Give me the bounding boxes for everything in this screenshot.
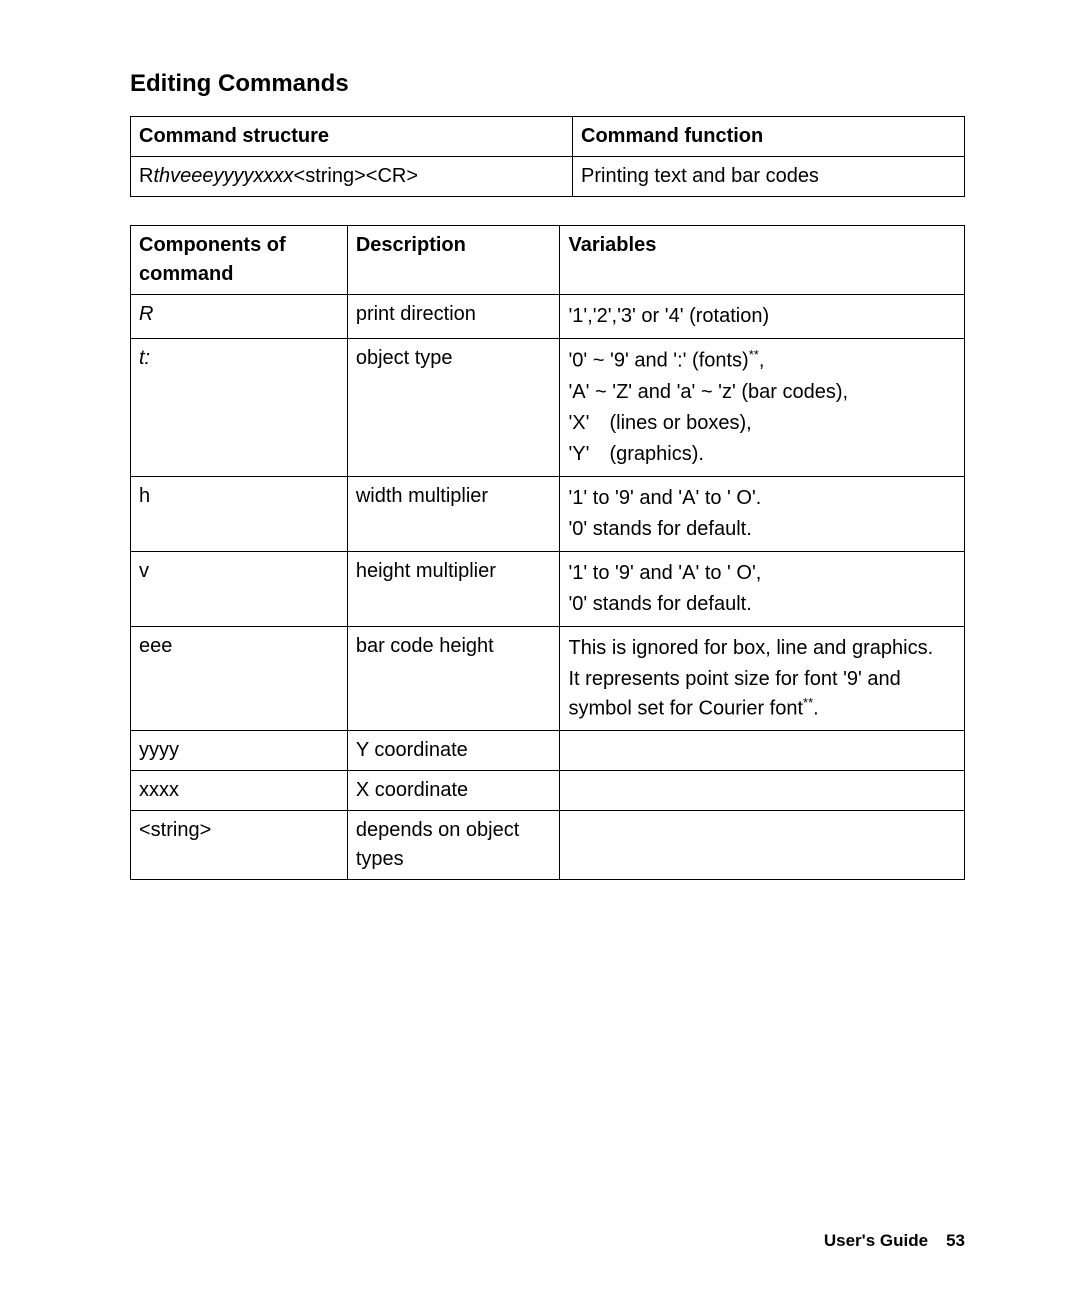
component-cell: <string>: [131, 811, 348, 880]
description-cell: width multiplier: [347, 476, 560, 551]
t1-header-function: Command function: [573, 117, 965, 157]
variable-line: '1' to '9' and 'A' to ' O',: [568, 559, 956, 588]
variable-line: '1','2','3' or '4' (rotation): [568, 302, 956, 331]
variables-cell: This is ignored for box, line and graphi…: [560, 626, 965, 731]
t2-header-variables: Variables: [560, 226, 965, 295]
variables-cell: '1','2','3' or '4' (rotation): [560, 295, 965, 339]
table-spacer: [130, 197, 965, 225]
variables-cell: '0' ~ '9' and ':' (fonts)**,'A' ~ 'Z' an…: [560, 339, 965, 477]
structure-suffix: <string><CR>: [294, 165, 419, 187]
description-cell: depends on object types: [347, 811, 560, 880]
variable-line: '0' stands for default.: [568, 515, 956, 544]
footer-label: User's Guide: [824, 1231, 928, 1250]
t1-cell-structure: Rthveeeyyyyxxxx<string><CR>: [131, 157, 573, 197]
section-heading: Editing Commands: [130, 70, 965, 98]
structure-prefix: R: [139, 165, 153, 187]
description-cell: print direction: [347, 295, 560, 339]
variable-line: 'Y' (graphics).: [568, 440, 956, 469]
variable-line: '0' ~ '9' and ':' (fonts)**,: [568, 346, 956, 376]
t1-header-structure: Command structure: [131, 117, 573, 157]
description-cell: height multiplier: [347, 551, 560, 626]
t2-header-description: Description: [347, 226, 560, 295]
component-cell: h: [131, 476, 348, 551]
page-container: Editing Commands Command structure Comma…: [0, 0, 1080, 1311]
structure-italic: thveeeyyyyxxxx: [153, 165, 293, 187]
variables-cell: [560, 731, 965, 771]
variable-line: It represents point size for font '9' an…: [568, 665, 956, 724]
component-cell: v: [131, 551, 348, 626]
page-footer: User's Guide 53: [824, 1231, 965, 1251]
variables-cell: [560, 811, 965, 880]
t2-header-components: Components of command: [131, 226, 348, 295]
variable-line: '0' stands for default.: [568, 590, 956, 619]
variables-cell: '1' to '9' and 'A' to ' O','0' stands fo…: [560, 551, 965, 626]
variable-line: 'X' (lines or boxes),: [568, 409, 956, 438]
t1-cell-function: Printing text and bar codes: [573, 157, 965, 197]
components-table: Components of command Description Variab…: [130, 225, 965, 880]
variable-line: '1' to '9' and 'A' to ' O'.: [568, 484, 956, 513]
description-cell: X coordinate: [347, 771, 560, 811]
variable-line: This is ignored for box, line and graphi…: [568, 634, 956, 663]
description-cell: object type: [347, 339, 560, 477]
command-structure-table: Command structure Command function Rthve…: [130, 116, 965, 197]
variables-cell: '1' to '9' and 'A' to ' O'.'0' stands fo…: [560, 476, 965, 551]
component-cell: R: [131, 295, 348, 339]
component-cell: t:: [131, 339, 348, 477]
description-cell: bar code height: [347, 626, 560, 731]
component-cell: yyyy: [131, 731, 348, 771]
footer-page-number: 53: [946, 1231, 965, 1250]
variables-cell: [560, 771, 965, 811]
component-cell: eee: [131, 626, 348, 731]
description-cell: Y coordinate: [347, 731, 560, 771]
variable-line: 'A' ~ 'Z' and 'a' ~ 'z' (bar codes),: [568, 378, 956, 407]
component-cell: xxxx: [131, 771, 348, 811]
